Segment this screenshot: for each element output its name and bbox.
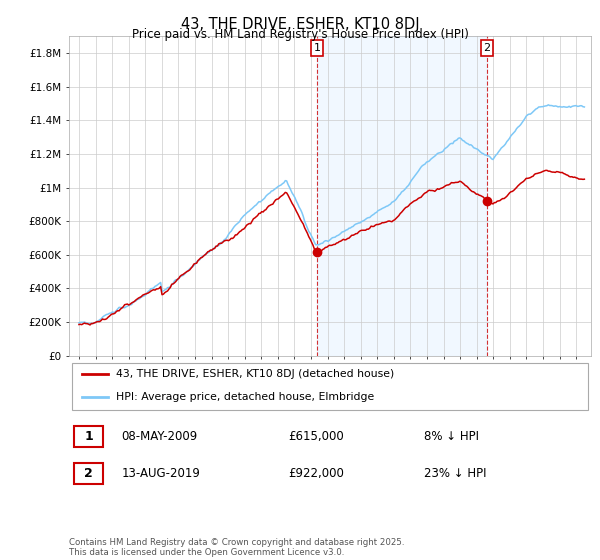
- Text: 8% ↓ HPI: 8% ↓ HPI: [424, 430, 479, 442]
- FancyBboxPatch shape: [71, 363, 589, 409]
- Text: HPI: Average price, detached house, Elmbridge: HPI: Average price, detached house, Elmb…: [116, 393, 374, 403]
- Text: 08-MAY-2009: 08-MAY-2009: [121, 430, 197, 442]
- Bar: [317, 36, 487, 356]
- Text: 2: 2: [484, 43, 490, 53]
- Text: 13-AUG-2019: 13-AUG-2019: [121, 468, 200, 480]
- FancyBboxPatch shape: [74, 426, 103, 447]
- Text: £615,000: £615,000: [288, 430, 344, 442]
- Text: 2: 2: [84, 468, 93, 480]
- Text: 23% ↓ HPI: 23% ↓ HPI: [424, 468, 487, 480]
- Text: 1: 1: [84, 430, 93, 442]
- Text: 43, THE DRIVE, ESHER, KT10 8DJ (detached house): 43, THE DRIVE, ESHER, KT10 8DJ (detached…: [116, 369, 394, 379]
- Text: 43, THE DRIVE, ESHER, KT10 8DJ: 43, THE DRIVE, ESHER, KT10 8DJ: [181, 17, 419, 32]
- Text: Price paid vs. HM Land Registry's House Price Index (HPI): Price paid vs. HM Land Registry's House …: [131, 28, 469, 41]
- Text: Contains HM Land Registry data © Crown copyright and database right 2025.
This d: Contains HM Land Registry data © Crown c…: [69, 538, 404, 557]
- FancyBboxPatch shape: [74, 463, 103, 484]
- Text: 1: 1: [313, 43, 320, 53]
- Text: £922,000: £922,000: [288, 468, 344, 480]
